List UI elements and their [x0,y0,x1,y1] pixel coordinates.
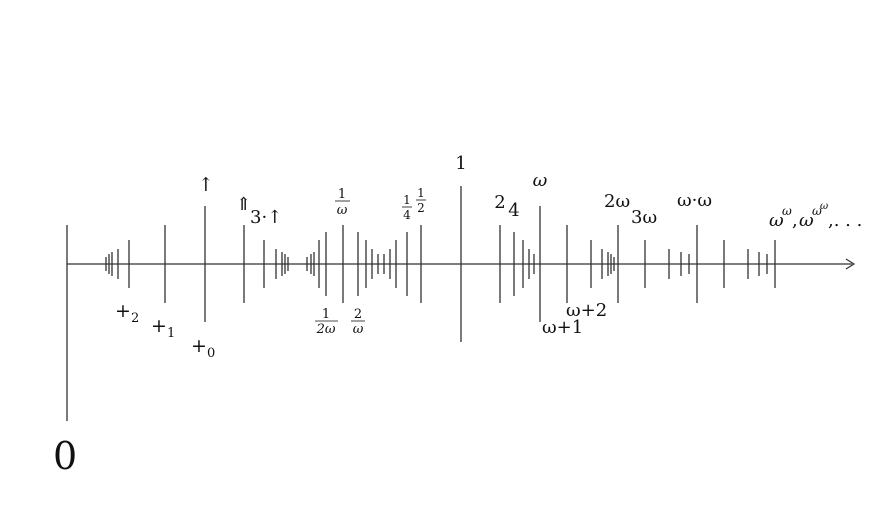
label-double-up-arrow: ⇑ [236,194,251,215]
fraction-numerator: 1 [403,193,411,207]
fraction-denominator: 2 [417,201,425,215]
tower-dots: ,. . . [828,210,862,231]
label-plus0: + [191,335,207,357]
fraction-1-over-4: 1 4 [402,193,412,222]
label-one: 1 [455,153,466,174]
tower-separator: , [792,210,798,231]
label-omega-tower: ω ω , ω ω ω ,. . . [769,201,862,231]
tower-base-2: ω [799,210,814,231]
label-four: 4 [508,200,519,221]
fraction-numerator: 1 [338,187,346,202]
fraction-2-over-omega: 2 ω [351,307,365,337]
ticks-middle-cluster [306,186,462,342]
label-two: 2 [494,192,505,213]
label-two-omega: 2ω [604,191,630,212]
label-omega-dot-omega: ω·ω [677,190,712,211]
fraction-numerator: 1 [417,186,425,200]
label-plus1-sub: 1 [167,326,175,341]
fraction-denominator: ω [353,322,364,337]
tower-base-1: ω [769,210,784,231]
fraction-1-over-2: 1 2 [416,186,426,215]
fraction-denominator: 2ω [316,322,336,337]
label-omega: ω [533,170,548,191]
label-plus2: + [115,300,131,322]
tower-exponent-1: ω [782,204,792,218]
label-three-up: 3·↑ [250,207,282,228]
fraction-1-over-omega: 1 ω [335,187,350,218]
ticks-left-cluster [105,206,289,322]
fraction-numerator: 1 [322,307,330,322]
fraction-denominator: 4 [403,208,411,222]
tower-exponent-2: ω [812,204,822,218]
label-three-omega: 3ω [631,207,657,228]
fraction-1-over-2omega: 1 2ω [315,307,338,337]
label-omega-plus-1: ω+1 [542,317,583,338]
tower-exponent-3: ω [820,201,828,212]
label-up-arrow: ↑ [198,174,214,196]
label-plus1: + [151,315,167,337]
fraction-numerator: 2 [354,307,362,322]
label-zero: 0 [53,434,77,478]
axis-arrowhead [845,258,856,270]
ticks-right-cluster [499,206,776,322]
label-plus0-sub: 0 [207,346,215,361]
fraction-denominator: ω [337,203,348,218]
label-plus2-sub: 2 [131,311,139,326]
label-omega-plus-2: ω+2 [566,300,607,321]
